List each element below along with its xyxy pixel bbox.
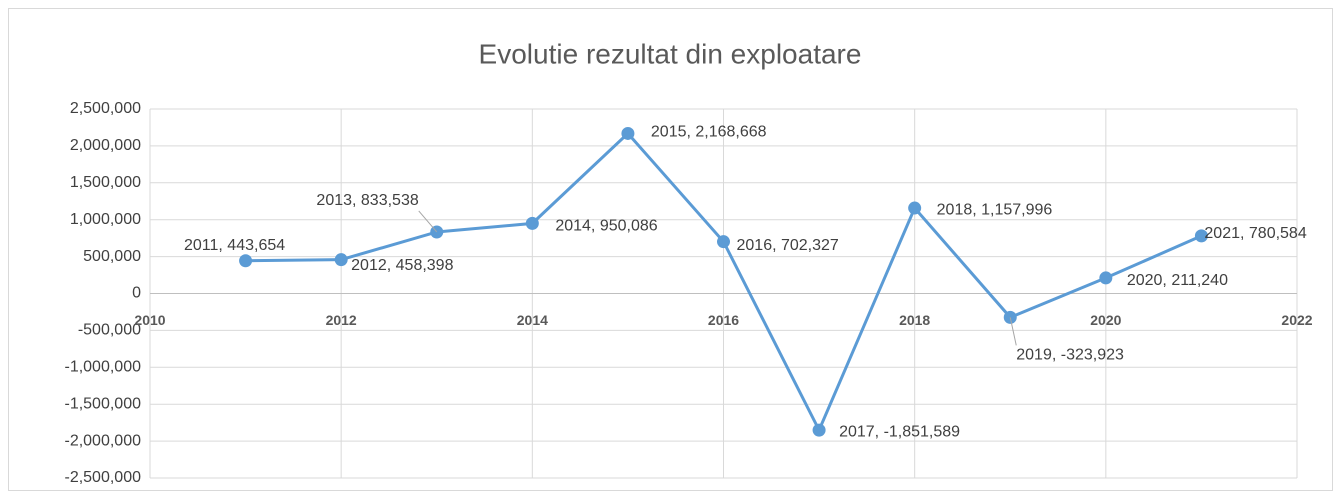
y-tick-label: -1,500,000 — [64, 395, 141, 412]
y-tick-label: 1,000,000 — [70, 211, 141, 228]
y-tick-label: -2,000,000 — [64, 432, 141, 449]
data-label: 2015, 2,168,668 — [651, 124, 767, 141]
data-label: 2011, 443,654 — [184, 237, 285, 254]
chart-title: Evolutie rezultat din exploatare — [479, 38, 862, 69]
marker — [525, 216, 539, 230]
chart-border — [8, 8, 1333, 491]
x-tick-label: 2012 — [326, 312, 357, 328]
y-tick-label: -1,000,000 — [64, 359, 141, 376]
y-tick-label: 2,500,000 — [70, 100, 141, 117]
y-tick-label: 0 — [132, 285, 141, 302]
x-tick-label: 2022 — [1281, 312, 1312, 328]
marker — [1099, 271, 1113, 285]
x-tick-label: 2014 — [517, 312, 548, 328]
x-tick-label: 2016 — [708, 312, 739, 328]
leader-line — [418, 210, 438, 233]
marker — [717, 235, 730, 249]
y-tick-label: -2,500,000 — [64, 469, 141, 486]
x-tick-label: 2020 — [1090, 312, 1121, 328]
marker — [908, 201, 922, 215]
x-tick-label: 2018 — [899, 312, 930, 328]
marker — [334, 253, 348, 267]
data-label: 2020, 211,240 — [1127, 272, 1228, 289]
marker — [621, 126, 635, 140]
y-tick-label: -500,000 — [78, 322, 141, 339]
x-tick-label: 2010 — [134, 312, 165, 328]
data-label: 2018, 1,157,996 — [937, 201, 1053, 218]
data-label: 2019, -323,923 — [1016, 347, 1124, 364]
y-tick-label: 2,000,000 — [70, 137, 141, 154]
data-label: 2017, -1,851,589 — [839, 423, 960, 440]
y-tick-label: 1,500,000 — [70, 174, 141, 191]
leader-line — [1009, 317, 1017, 346]
data-label: 2012, 458,398 — [351, 257, 453, 274]
data-label: 2021, 780,584 — [1204, 225, 1306, 242]
marker — [812, 423, 826, 437]
data-label: 2014, 950,086 — [555, 218, 657, 235]
data-label: 2013, 833,538 — [316, 192, 418, 209]
marker — [239, 254, 253, 268]
marker — [1194, 229, 1208, 243]
data-label: 2016, 702,327 — [737, 237, 839, 254]
y-tick-label: 500,000 — [83, 248, 141, 265]
